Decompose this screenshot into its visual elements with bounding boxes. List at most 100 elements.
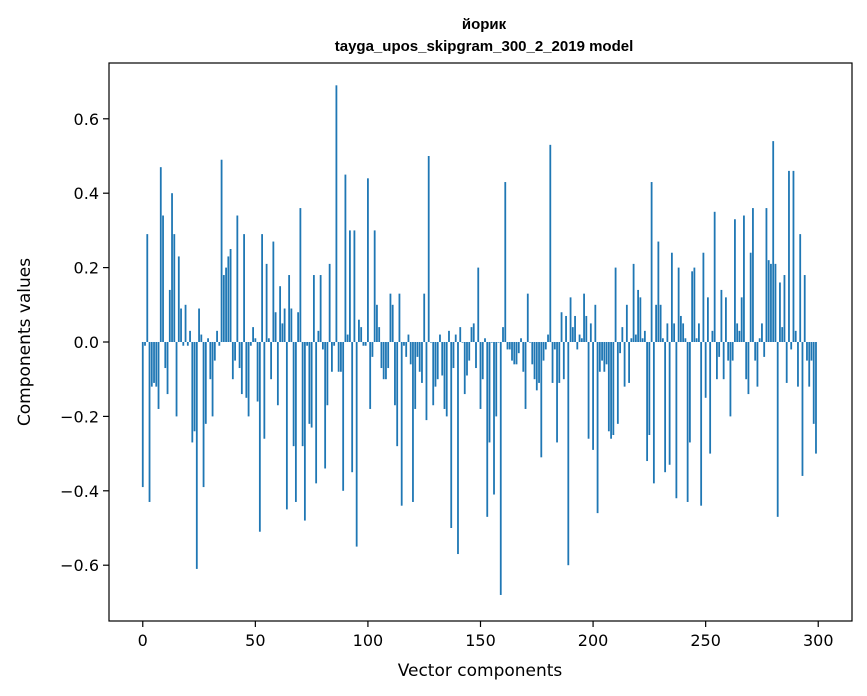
bar-221 [639, 297, 642, 342]
bar-156 [493, 342, 495, 495]
bar-17 [180, 308, 182, 342]
bar-152 [484, 338, 486, 342]
bar-40 [231, 342, 234, 380]
bar-281 [774, 263, 777, 342]
bar-52 [258, 342, 261, 532]
bar-84 [331, 342, 333, 372]
bar-284 [781, 327, 784, 342]
bar-255 [716, 342, 718, 380]
bar-2 [146, 234, 149, 342]
bar-101 [369, 342, 372, 409]
bar-134 [443, 342, 446, 409]
bar-11 [166, 342, 169, 395]
bar-95 [355, 342, 358, 547]
bar-39 [229, 249, 232, 342]
x-axis-label: Vector components [398, 661, 563, 681]
bar-271 [752, 208, 754, 342]
bar-296 [808, 342, 811, 387]
bar-220 [637, 289, 640, 342]
bar-98 [362, 342, 365, 346]
bar-181 [549, 144, 552, 342]
bar-229 [657, 241, 660, 342]
bar-135 [445, 342, 448, 417]
bar-217 [630, 338, 633, 342]
bar-70 [299, 208, 302, 342]
bar-272 [754, 342, 757, 361]
bar-128 [430, 342, 432, 343]
bar-71 [301, 342, 304, 447]
bar-159 [499, 342, 502, 595]
bar-260 [727, 342, 730, 361]
bar-68 [294, 342, 297, 502]
bar-168 [520, 338, 522, 342]
bar-206 [605, 342, 608, 365]
bar-143 [463, 342, 466, 395]
bar-22 [191, 342, 194, 443]
bar-223 [643, 330, 646, 342]
chart-subtitle: tayga_upos_skipgram_300_2_2019 model [335, 38, 634, 55]
y-tick-label-4: 0.2 [74, 259, 99, 278]
bar-97 [360, 327, 363, 342]
bar-185 [558, 342, 561, 383]
y-axis-label: Components values [15, 258, 35, 426]
bar-138 [452, 342, 455, 369]
bar-227 [652, 342, 655, 484]
bar-115 [400, 342, 403, 506]
x-tick-label-0: 0 [138, 631, 148, 650]
y-tick-label-0: −0.6 [60, 556, 99, 575]
chart-title: йорик [462, 16, 507, 33]
y-tick-label-1: −0.4 [60, 482, 99, 501]
bar-32 [213, 342, 216, 361]
bar-247 [698, 323, 700, 342]
bar-65 [288, 275, 291, 342]
bar-234 [668, 342, 671, 465]
bar-208 [610, 342, 612, 439]
bar-218 [632, 263, 635, 342]
bar-183 [553, 342, 556, 350]
bar-150 [479, 342, 482, 409]
bar-38 [227, 256, 230, 342]
bar-88 [340, 342, 342, 372]
bar-132 [439, 334, 441, 342]
bar-74 [308, 342, 311, 424]
bar-262 [731, 342, 734, 361]
bar-243 [688, 342, 691, 443]
bar-67 [292, 342, 295, 447]
bar-79 [319, 275, 322, 342]
bar-165 [513, 342, 516, 365]
bar-37 [225, 267, 227, 342]
bar-294 [803, 275, 806, 342]
bar-78 [317, 330, 320, 342]
bar-279 [770, 263, 772, 342]
bar-283 [779, 282, 781, 342]
bar-26 [200, 334, 203, 342]
bar-83 [328, 263, 331, 342]
bar-0 [141, 342, 144, 488]
bar-203 [598, 342, 601, 372]
bar-164 [511, 342, 513, 361]
bar-51 [256, 342, 259, 402]
bar-289 [792, 170, 795, 342]
bar-58 [272, 241, 275, 342]
bar-153 [486, 342, 489, 517]
x-tick-label-6: 300 [803, 631, 834, 650]
bar-293 [801, 342, 804, 476]
bar-167 [517, 342, 520, 354]
bar-297 [810, 342, 813, 361]
bar-54 [263, 342, 266, 439]
bar-81 [324, 342, 327, 469]
bar-64 [285, 342, 288, 510]
x-axis: 0 50 100 150 200 250 300 [138, 621, 834, 650]
bar-226 [650, 182, 653, 342]
bar-86 [335, 85, 338, 342]
bar-207 [607, 342, 610, 432]
bar-119 [409, 342, 412, 365]
bar-199 [589, 323, 592, 342]
bar-270 [749, 252, 752, 342]
x-tick-label-2: 100 [353, 631, 384, 650]
bar-1 [144, 342, 146, 346]
bar-127 [427, 156, 430, 342]
bar-251 [707, 297, 709, 342]
bar-192 [574, 315, 576, 342]
